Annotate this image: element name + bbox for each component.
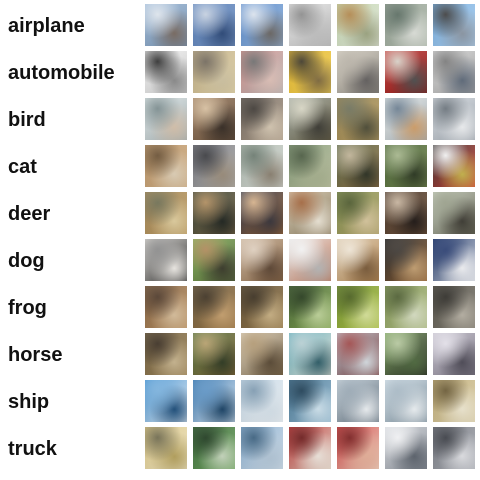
class-label: airplane [8,4,85,48]
airplane-image-3 [241,4,283,46]
dog-image-2 [193,239,235,281]
ship-image-6 [385,380,427,422]
cat-image-2 [193,145,235,187]
ship-image-2 [193,380,235,422]
frog-image-3 [241,286,283,328]
cat-image-4 [289,145,331,187]
deer-image-3 [241,192,283,234]
ship-image-4 [289,380,331,422]
airplane-image-6 [385,4,427,46]
dog-image-6 [385,239,427,281]
class-label: frog [8,286,47,330]
dog-image-1 [145,239,187,281]
bird-image-5 [337,98,379,140]
cat-image-3 [241,145,283,187]
deer-image-5 [337,192,379,234]
bird-image-3 [241,98,283,140]
bird-image-1 [145,98,187,140]
frog-image-7 [433,286,475,328]
bird-image-7 [433,98,475,140]
dog-image-5 [337,239,379,281]
bird-image-4 [289,98,331,140]
ship-image-7 [433,380,475,422]
frog-image-6 [385,286,427,328]
class-label: dog [8,239,45,283]
automobile-image-4 [289,51,331,93]
truck-image-4 [289,427,331,469]
horse-image-5 [337,333,379,375]
truck-image-2 [193,427,235,469]
class-label: ship [8,380,49,424]
automobile-image-7 [433,51,475,93]
truck-image-6 [385,427,427,469]
frog-image-2 [193,286,235,328]
class-label: bird [8,98,46,142]
class-row-horse: horse [0,333,480,377]
truck-image-7 [433,427,475,469]
class-row-ship: ship [0,380,480,424]
frog-image-4 [289,286,331,328]
class-row-dog: dog [0,239,480,283]
deer-image-2 [193,192,235,234]
deer-image-1 [145,192,187,234]
class-label: automobile [8,51,115,95]
class-row-truck: truck [0,427,480,471]
airplane-image-2 [193,4,235,46]
deer-image-6 [385,192,427,234]
frog-image-5 [337,286,379,328]
class-row-airplane: airplane [0,4,480,48]
class-label: deer [8,192,50,236]
class-label: truck [8,427,57,471]
class-row-deer: deer [0,192,480,236]
bird-image-6 [385,98,427,140]
airplane-image-4 [289,4,331,46]
cat-image-1 [145,145,187,187]
horse-image-4 [289,333,331,375]
ship-image-1 [145,380,187,422]
ship-image-5 [337,380,379,422]
cat-image-7 [433,145,475,187]
bird-image-2 [193,98,235,140]
deer-image-4 [289,192,331,234]
horse-image-2 [193,333,235,375]
deer-image-7 [433,192,475,234]
airplane-image-1 [145,4,187,46]
cat-image-6 [385,145,427,187]
cat-image-5 [337,145,379,187]
automobile-image-1 [145,51,187,93]
class-label: horse [8,333,62,377]
dog-image-7 [433,239,475,281]
dog-image-4 [289,239,331,281]
airplane-image-5 [337,4,379,46]
class-row-automobile: automobile [0,51,480,95]
airplane-image-7 [433,4,475,46]
ship-image-3 [241,380,283,422]
automobile-image-5 [337,51,379,93]
class-label: cat [8,145,37,189]
frog-image-1 [145,286,187,328]
horse-image-1 [145,333,187,375]
automobile-image-3 [241,51,283,93]
class-row-frog: frog [0,286,480,330]
automobile-image-6 [385,51,427,93]
class-row-cat: cat [0,145,480,189]
truck-image-3 [241,427,283,469]
horse-image-3 [241,333,283,375]
horse-image-7 [433,333,475,375]
dog-image-3 [241,239,283,281]
truck-image-5 [337,427,379,469]
automobile-image-2 [193,51,235,93]
class-row-bird: bird [0,98,480,142]
truck-image-1 [145,427,187,469]
horse-image-6 [385,333,427,375]
